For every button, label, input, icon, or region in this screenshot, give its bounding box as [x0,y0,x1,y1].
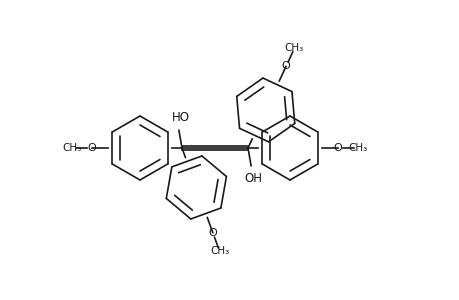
Text: CH₃: CH₃ [347,143,367,153]
Text: O: O [208,228,217,238]
Text: CH₃: CH₃ [284,43,303,53]
Text: CH₃: CH₃ [210,246,229,256]
Text: O: O [333,143,341,153]
Text: OH: OH [244,172,262,185]
Text: O: O [281,61,290,71]
Text: O: O [87,143,96,153]
Text: CH₃: CH₃ [62,143,81,153]
Text: HO: HO [172,111,190,124]
